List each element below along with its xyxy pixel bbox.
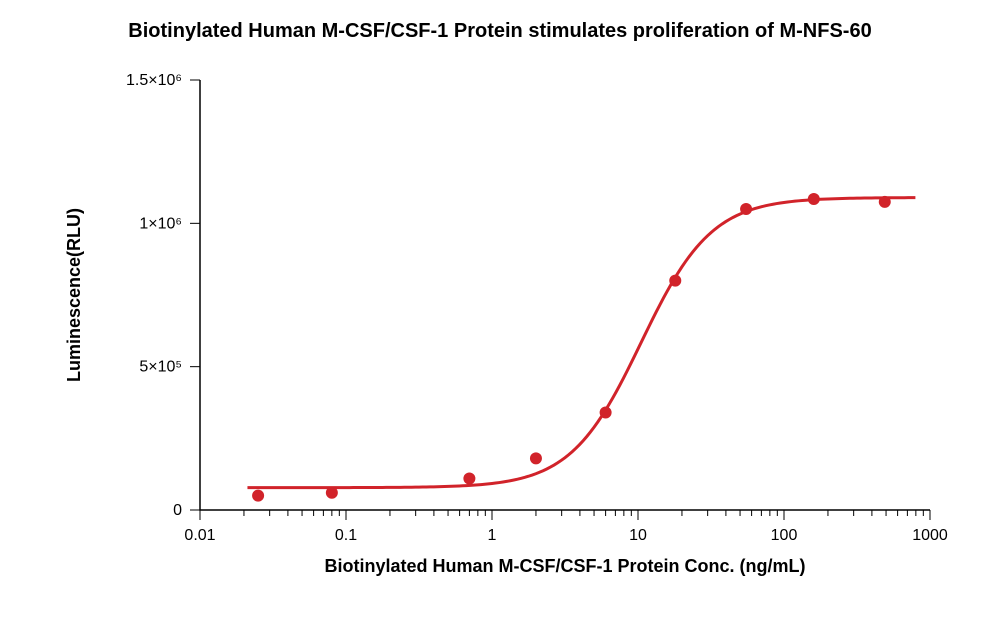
data-point bbox=[252, 490, 264, 502]
x-axis-label: Biotinylated Human M-CSF/CSF-1 Protein C… bbox=[325, 556, 806, 576]
svg-text:1: 1 bbox=[488, 527, 497, 544]
svg-text:10: 10 bbox=[629, 527, 647, 544]
data-point bbox=[808, 193, 820, 205]
svg-text:1×10⁶: 1×10⁶ bbox=[139, 215, 182, 232]
data-point bbox=[463, 472, 475, 484]
svg-text:5×10⁵: 5×10⁵ bbox=[139, 359, 182, 376]
svg-text:1.5×10⁶: 1.5×10⁶ bbox=[126, 72, 182, 89]
chart-svg: 0.01 0.1 1 10 100 1000 0 5×10⁵ 1×10⁶ 1.5×10⁶ Bioti… bbox=[0, 0, 1000, 640]
fit-curve bbox=[247, 198, 915, 488]
chart-title: Biotinylated Human M-CSF/CSF-1 Protein s… bbox=[0, 20, 1000, 43]
data-point bbox=[530, 452, 542, 464]
data-point bbox=[326, 487, 338, 499]
svg-text:100: 100 bbox=[771, 527, 798, 544]
chart-container: Biotinylated Human M-CSF/CSF-1 Protein s… bbox=[0, 0, 1000, 640]
y-axis-label: Luminescence(RLU) bbox=[64, 208, 84, 382]
svg-text:0.1: 0.1 bbox=[335, 527, 357, 544]
svg-text:1000: 1000 bbox=[912, 527, 948, 544]
svg-text:0: 0 bbox=[173, 502, 182, 519]
data-point bbox=[600, 407, 612, 419]
data-point bbox=[669, 275, 681, 287]
svg-text:0.01: 0.01 bbox=[184, 527, 215, 544]
data-point bbox=[740, 203, 752, 215]
data-point bbox=[879, 196, 891, 208]
